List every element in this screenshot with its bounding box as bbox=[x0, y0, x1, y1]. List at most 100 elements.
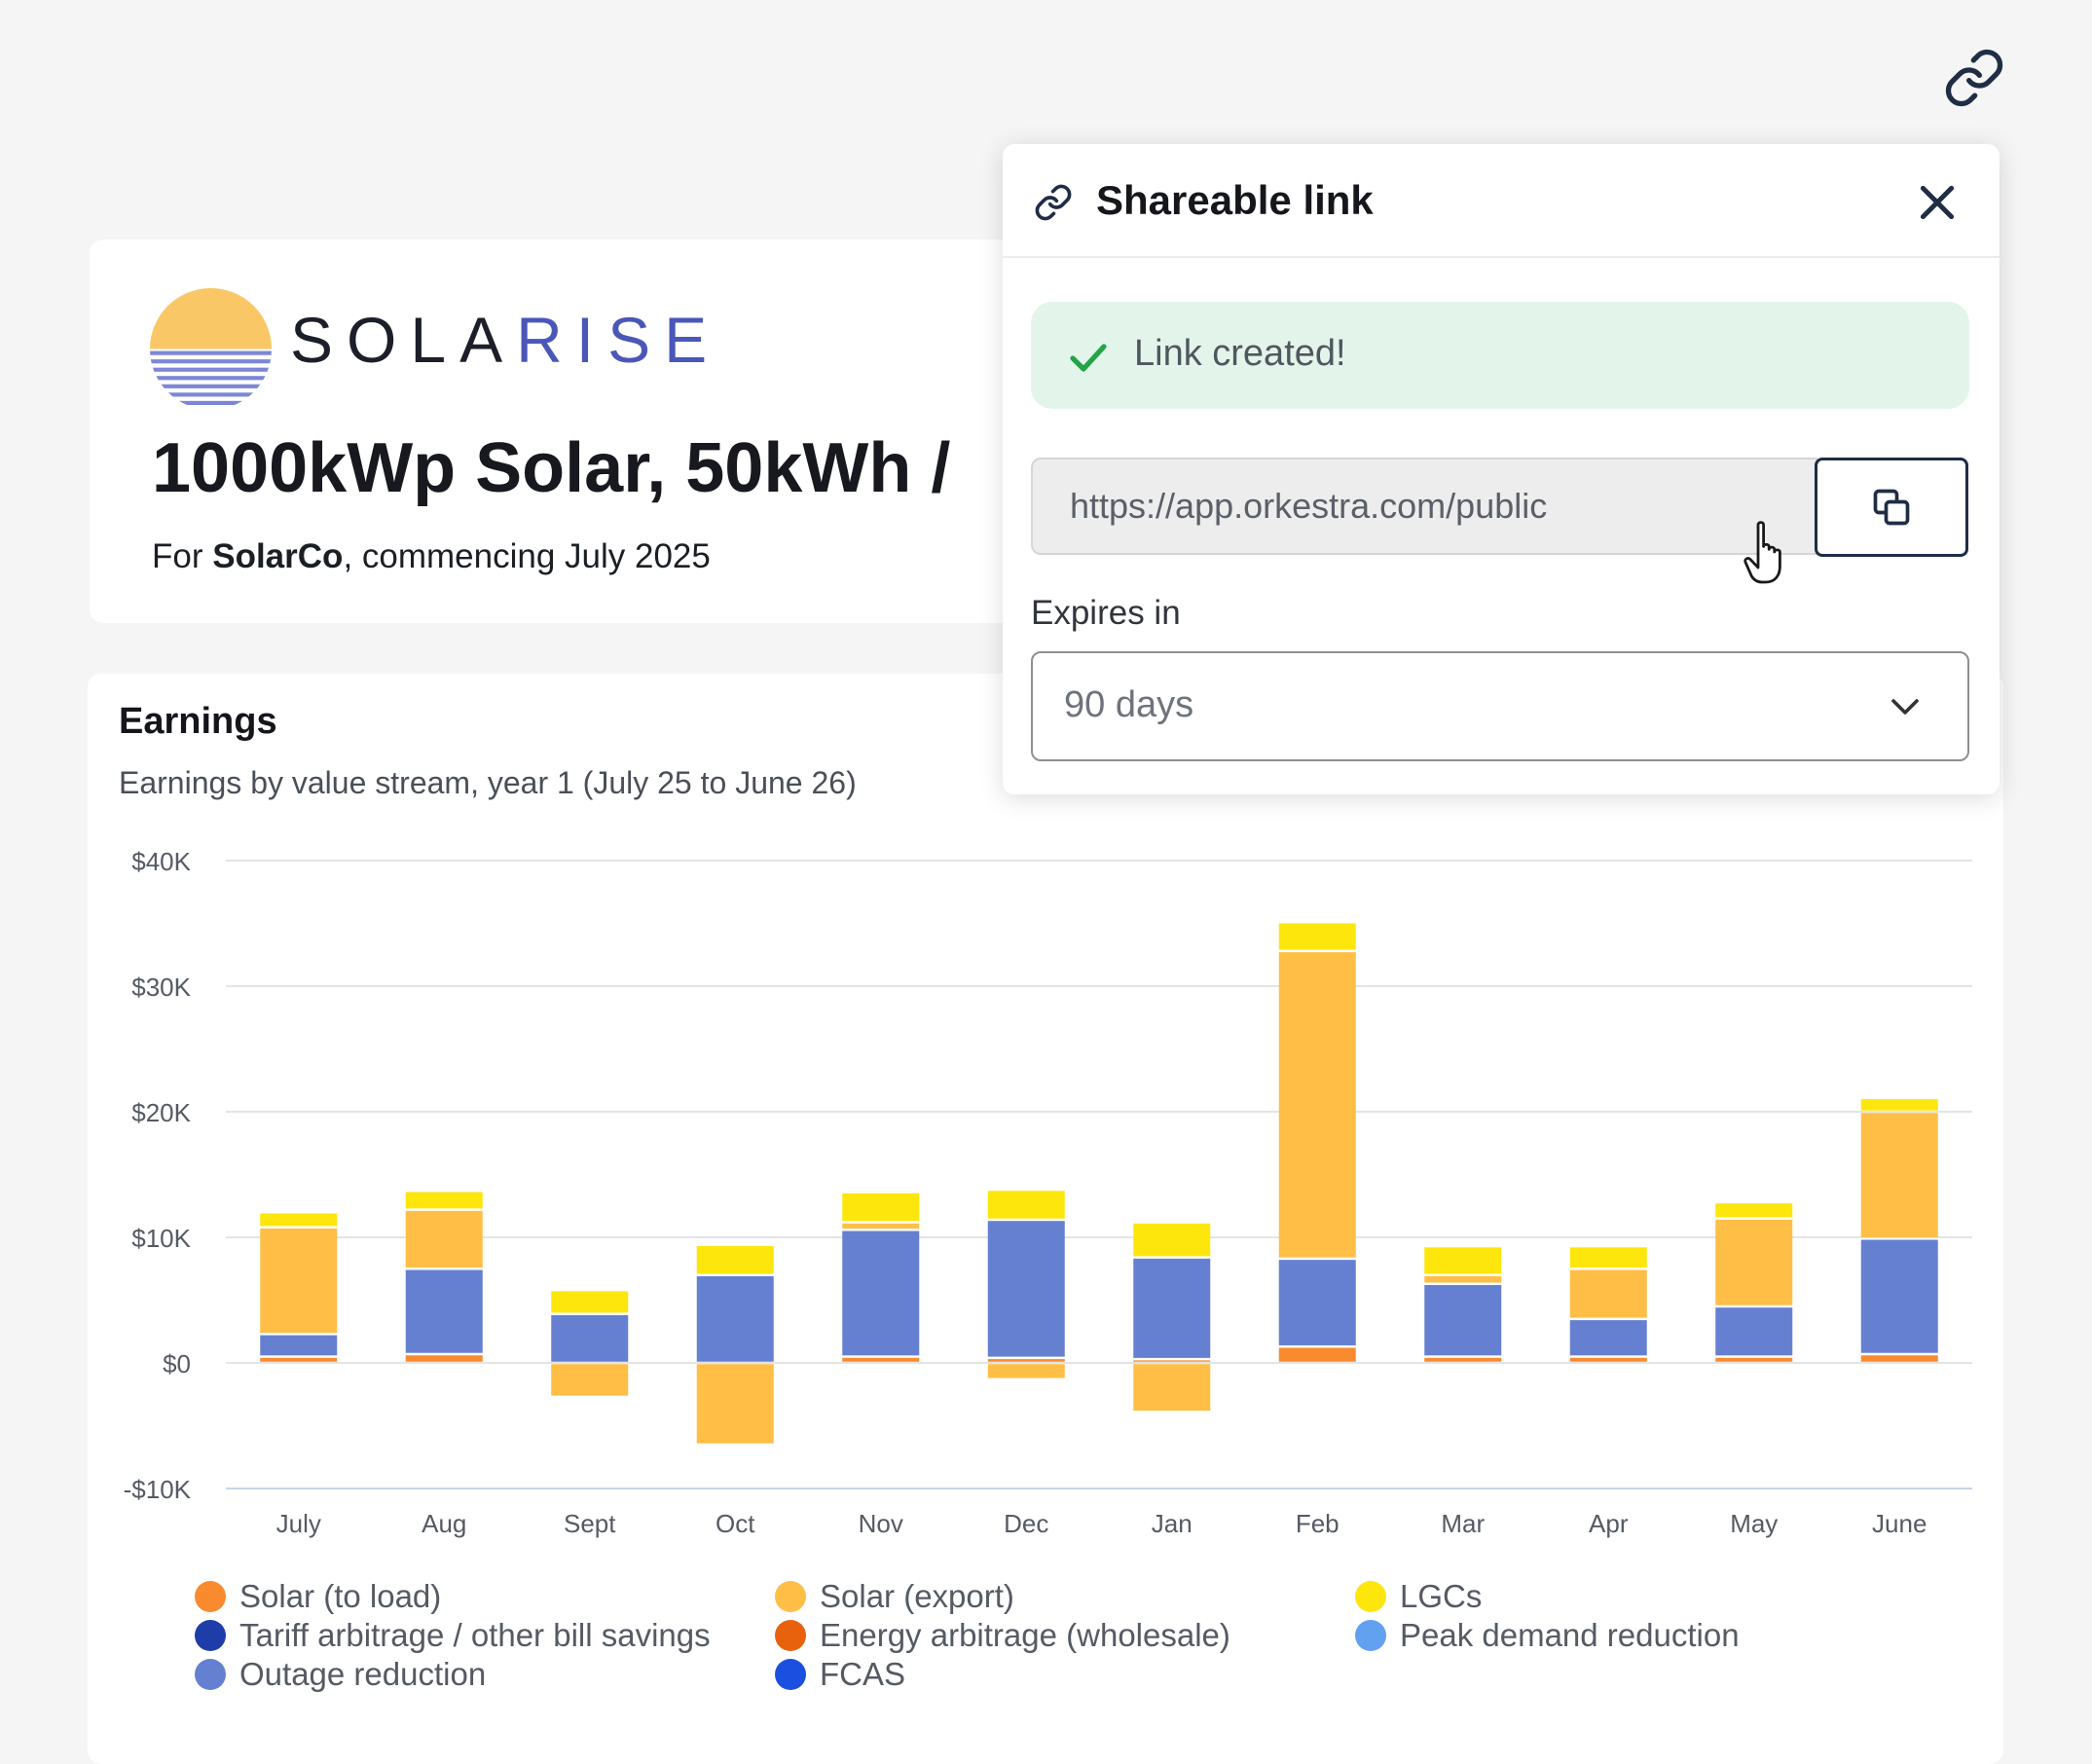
y-tick-label: $30K bbox=[131, 973, 191, 1002]
legend-swatch bbox=[775, 1659, 806, 1690]
legend-swatch bbox=[1355, 1581, 1386, 1612]
bar-segment bbox=[987, 1221, 1065, 1357]
bar-segment bbox=[405, 1269, 483, 1353]
check-icon bbox=[1070, 344, 1107, 372]
bar-segment bbox=[842, 1223, 920, 1230]
x-tick-label: Dec bbox=[1004, 1509, 1048, 1538]
bar-segment bbox=[1278, 923, 1356, 950]
x-tick-label: July bbox=[276, 1509, 321, 1538]
bar-segment bbox=[1133, 1223, 1211, 1257]
legend-swatch bbox=[775, 1581, 806, 1612]
bar-segment bbox=[551, 1291, 629, 1313]
legend-swatch bbox=[195, 1620, 226, 1651]
earnings-title: Earnings bbox=[119, 701, 277, 742]
bar-segment bbox=[696, 1245, 774, 1274]
legend-item: Outage reduction bbox=[195, 1656, 775, 1692]
bar-segment bbox=[1569, 1269, 1647, 1318]
legend-swatch bbox=[195, 1659, 226, 1690]
logo-stripe bbox=[150, 376, 272, 381]
bar-segment bbox=[260, 1335, 338, 1356]
brand-name-part1: SOLA bbox=[290, 304, 517, 376]
bar-segment bbox=[842, 1357, 920, 1362]
legend-item: Solar (export) bbox=[775, 1578, 1355, 1614]
logo-stripe bbox=[150, 359, 272, 364]
x-tick-label: Nov bbox=[859, 1509, 903, 1538]
y-tick-label: $10K bbox=[131, 1224, 191, 1253]
copy-icon bbox=[1873, 489, 1910, 526]
bar-segment bbox=[987, 1359, 1065, 1362]
bar-segment bbox=[1278, 1260, 1356, 1345]
bar-segment bbox=[1278, 952, 1356, 1258]
expires-value: 90 days bbox=[1064, 684, 1194, 725]
y-tick-label: -$10K bbox=[124, 1475, 192, 1504]
bar-segment bbox=[842, 1193, 920, 1222]
legend-item: Tariff arbitrage / other bill savings bbox=[195, 1617, 775, 1653]
legend-label: Energy arbitrage (wholesale) bbox=[820, 1617, 1230, 1653]
y-tick-label: $20K bbox=[131, 1098, 191, 1127]
link-icon bbox=[1945, 49, 2003, 107]
bar-segment bbox=[551, 1364, 629, 1396]
legend-label: Solar (to load) bbox=[239, 1578, 442, 1614]
logo-stripe bbox=[150, 392, 272, 397]
legend-swatch bbox=[195, 1581, 226, 1612]
brand-name: SOLARISE bbox=[290, 308, 720, 372]
bar-segment bbox=[1715, 1219, 1793, 1305]
success-message: Link created! bbox=[1134, 333, 1346, 374]
bar-segment bbox=[405, 1355, 483, 1362]
bar-segment bbox=[1715, 1203, 1793, 1218]
bar-segment bbox=[551, 1314, 629, 1362]
logo-stripe bbox=[150, 400, 272, 405]
link-icon bbox=[1035, 184, 1072, 221]
chart-legend: Solar (to load) Solar (export) LGCs Tariff … bbox=[195, 1578, 1947, 1692]
y-tick-label: $0 bbox=[163, 1349, 191, 1378]
legend-item: LGCs bbox=[1355, 1578, 1935, 1614]
bar-segment bbox=[987, 1364, 1065, 1378]
bar-segment bbox=[260, 1213, 338, 1227]
bar-segment bbox=[260, 1357, 338, 1362]
x-tick-label: May bbox=[1730, 1509, 1778, 1538]
project-header-card: SOLARISE 1000kWp Solar, 50kWh / For Sola… bbox=[90, 239, 1170, 623]
x-tick-label: Apr bbox=[1589, 1509, 1629, 1538]
copy-button[interactable] bbox=[1815, 458, 1968, 557]
x-tick-label: Oct bbox=[716, 1509, 755, 1538]
bar-segment bbox=[696, 1275, 774, 1362]
x-tick-label: Mar bbox=[1441, 1509, 1485, 1538]
bar-segment bbox=[1569, 1357, 1647, 1362]
share-url-input[interactable] bbox=[1031, 458, 1817, 555]
legend-label: Peak demand reduction bbox=[1400, 1617, 1740, 1653]
url-row bbox=[1031, 458, 1969, 559]
hand-cursor-icon bbox=[1743, 521, 1781, 584]
success-alert: Link created! bbox=[1031, 302, 1969, 409]
solarise-logo bbox=[150, 288, 272, 405]
legend-label: Solar (export) bbox=[820, 1578, 1014, 1614]
x-tick-label: June bbox=[1872, 1509, 1927, 1538]
page-title: 1000kWp Solar, 50kWh / bbox=[152, 429, 951, 507]
bar-segment bbox=[1860, 1113, 1938, 1238]
project-subtitle: For SolarCo, commencing July 2025 bbox=[152, 537, 711, 576]
earnings-card: Earnings Earnings by value stream, year … bbox=[88, 674, 2003, 1764]
expires-select[interactable]: 90 days bbox=[1031, 651, 1969, 761]
bar-segment bbox=[1133, 1364, 1211, 1412]
bar-segment bbox=[1860, 1239, 1938, 1353]
bar-segment bbox=[1424, 1247, 1502, 1274]
bar-segment bbox=[1133, 1258, 1211, 1358]
bar-segment bbox=[842, 1231, 920, 1356]
popup-title: Shareable link bbox=[1096, 177, 1374, 223]
legend-item: Peak demand reduction bbox=[1355, 1617, 1935, 1653]
bar-segment bbox=[1278, 1347, 1356, 1362]
legend-label: FCAS bbox=[820, 1656, 906, 1692]
chevron-down-icon bbox=[1891, 699, 1919, 715]
close-icon[interactable] bbox=[1913, 178, 1962, 227]
subtitle-suffix: , commencing July 2025 bbox=[343, 537, 711, 575]
share-link-button[interactable] bbox=[1940, 44, 2008, 112]
earnings-subtitle: Earnings by value stream, year 1 (July 2… bbox=[119, 765, 857, 800]
legend-label: LGCs bbox=[1400, 1578, 1483, 1614]
x-tick-label: Aug bbox=[422, 1509, 466, 1538]
logo-stripe bbox=[150, 384, 272, 388]
legend-item: Solar (to load) bbox=[195, 1578, 775, 1614]
bar-segment bbox=[1424, 1275, 1502, 1283]
brand-name-part2: RISE bbox=[516, 304, 721, 376]
share-link-popup: Shareable link Link created! Expires in … bbox=[1003, 144, 2000, 794]
bar-segment bbox=[1424, 1284, 1502, 1356]
x-tick-label: Jan bbox=[1152, 1509, 1193, 1538]
